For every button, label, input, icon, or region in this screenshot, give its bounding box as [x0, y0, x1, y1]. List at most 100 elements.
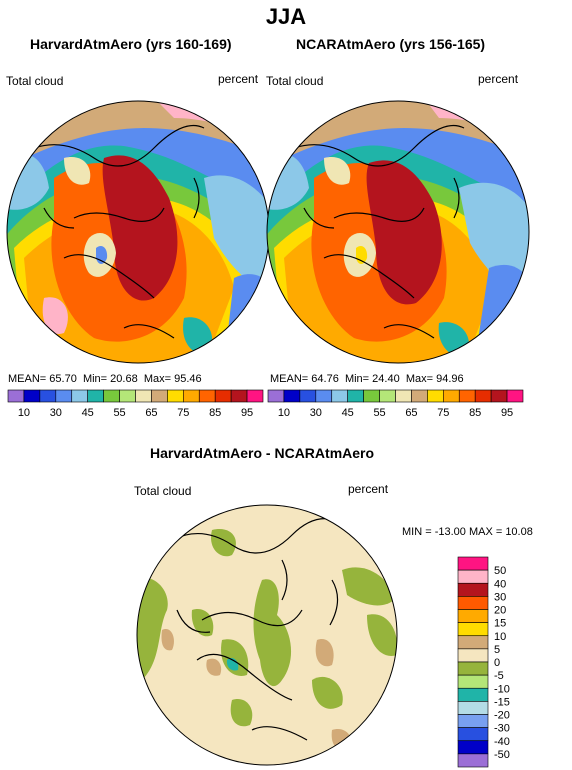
diff-colorbar-swatch: [457, 661, 489, 676]
panel-1-max-label: Max=: [143, 373, 172, 385]
panel-2-colorbar-swatch: [458, 389, 476, 403]
panel-2-mean-label: MEAN=: [270, 373, 309, 385]
panel-2-colorbar-swatch: [331, 389, 348, 403]
diff-map: [136, 504, 398, 766]
panel-1-colorbar-swatch: [71, 389, 88, 403]
panel-1-stats: MEAN= 65.70 Min= 20.68 Max= 95.46: [8, 373, 202, 385]
diff-variable-label: Total cloud: [134, 484, 192, 498]
diff-colorbar-swatch: [457, 753, 489, 768]
diff-colorbar-swatch: [457, 596, 489, 610]
panel-2-colorbar-label: 45: [342, 407, 354, 419]
panel-1-colorbar-swatch: [119, 389, 136, 403]
panel-1-variable-label: Total cloud: [6, 74, 64, 88]
diff-colorbar-label: 20: [494, 605, 506, 617]
panel-1-colorbar-label: 85: [209, 407, 221, 419]
diff-colorbar-label: 10: [494, 631, 506, 643]
panel-1-min-label: Min=: [82, 373, 108, 385]
panel-1-min-value: 20.68: [110, 373, 138, 385]
diff-colorbar-swatch: [457, 674, 489, 689]
diff-colorbar-label: -30: [494, 723, 510, 735]
panel-2-colorbar-swatch: [299, 389, 317, 403]
panel-2-colorbar-label: 85: [469, 407, 481, 419]
diff-colorbar-label: -40: [494, 736, 510, 748]
panel-1-colorbar-swatch: [198, 389, 216, 403]
panel-2-colorbar-label: 30: [310, 407, 322, 419]
panel-2-colorbar-swatch: [443, 389, 460, 403]
panel-2-max-label: Max=: [405, 373, 434, 385]
panel-1-colorbar-swatch: [39, 389, 57, 403]
panel-1-max-value: 95.46: [174, 373, 202, 385]
panel-2-min-label: Min=: [344, 373, 370, 385]
panel-2-colorbar-swatch: [411, 389, 428, 403]
panel-2-colorbar-label: 65: [405, 407, 417, 419]
diff-colorbar-swatch: [457, 635, 489, 650]
panel-1-colorbar-swatch: [103, 389, 120, 403]
panel-2-colorbar-swatch: [315, 389, 333, 403]
diff-min-max: MIN = -13.00 MAX = 10.08: [402, 526, 533, 538]
diff-title: HarvardAtmAero - NCARAtmAero: [150, 445, 375, 461]
panel-2-max-value: 94.96: [436, 373, 464, 385]
diff-colorbar-label: 50: [494, 565, 506, 577]
panel-2-colorbar-label: 95: [501, 407, 513, 419]
panel-1-units-label: percent: [218, 72, 259, 86]
panel-1-colorbar-swatch: [87, 389, 104, 403]
panel-1-colorbar-label: 65: [145, 407, 157, 419]
panel-1-mean-label: MEAN=: [8, 373, 47, 385]
panel-2-stats: MEAN= 64.76 Min= 24.40 Max= 94.96: [270, 373, 464, 385]
diff-colorbar-swatch: [457, 648, 489, 663]
diff-colorbar-swatch: [457, 687, 489, 702]
panel-2-colorbar-swatch: [347, 389, 364, 403]
diff-colorbar-swatch: [457, 701, 489, 715]
panel-2-colorbar-swatch: [474, 389, 492, 403]
panel-1-colorbar-label: 95: [241, 407, 253, 419]
panel-1-colorbar-swatch: [214, 389, 232, 403]
diff-colorbar-label: -20: [494, 710, 510, 722]
diff-colorbar-label: -15: [494, 696, 510, 708]
panel-2-colorbar-swatch: [395, 389, 412, 403]
panel-2-colorbar-swatch: [379, 389, 396, 403]
panel-2-colorbar-swatch: [283, 389, 301, 403]
diff-colorbar-swatch: [457, 714, 489, 728]
panel-1-colorbar-swatch: [7, 389, 25, 403]
diff-colorbar-label: -10: [494, 683, 510, 695]
panel-1-colorbar-label: 30: [50, 407, 62, 419]
panel-1-colorbar-swatch: [183, 389, 200, 403]
panel-1-colorbar-swatch: [151, 389, 168, 403]
panel-1-map: [6, 100, 270, 364]
panel-2-colorbar-swatch: [506, 389, 524, 403]
diff-colorbar-label: -5: [494, 670, 504, 682]
panel-2-colorbar-swatch: [267, 389, 285, 403]
diff-units-label: percent: [348, 482, 389, 496]
panel-2-min-value: 24.40: [372, 373, 400, 385]
diff-colorbar-swatch: [457, 622, 489, 637]
panel-2-units-label: percent: [478, 72, 519, 86]
diff-colorbar-label: 30: [494, 591, 506, 603]
panel-2-mean-value: 64.76: [311, 373, 339, 385]
diff-colorbar-swatch: [457, 727, 489, 742]
page-title: JJA: [265, 4, 307, 29]
panel-2-colorbar-label: 55: [373, 407, 385, 419]
panel-1-title: HarvardAtmAero (yrs 160-169): [30, 36, 232, 52]
panel-1-colorbar-label: 10: [18, 407, 30, 419]
diff-colorbar-label: -50: [494, 749, 510, 761]
panel-1-colorbar-label: 55: [113, 407, 125, 419]
panel-2-title: NCARAtmAero (yrs 156-165): [296, 36, 486, 52]
diff-colorbar-swatch: [457, 582, 489, 597]
panel-1-colorbar-label: 45: [82, 407, 94, 419]
panel-1-colorbar-label: 75: [177, 407, 189, 419]
diff-colorbar-label: 0: [494, 657, 500, 669]
diff-colorbar-swatch: [457, 740, 489, 755]
diff-colorbar-label: 15: [494, 618, 506, 630]
diff-colorbar-swatch: [457, 556, 489, 571]
panel-2-colorbar-swatch: [427, 389, 444, 403]
panel-2-variable-label: Total cloud: [266, 74, 324, 88]
panel-2-colorbar-swatch: [363, 389, 380, 403]
abs-colorbar: 10 30 45 55 65 75 85 95 10 30 45 55 65 75 85 95: [7, 389, 524, 419]
panel-2-map: [266, 100, 530, 364]
diff-colorbar-label: 40: [494, 578, 506, 590]
panel-1-colorbar-swatch: [135, 389, 152, 403]
panel-1-colorbar-swatch: [55, 389, 73, 403]
diff-colorbar-label: 5: [494, 644, 500, 656]
panel-1-colorbar-swatch: [167, 389, 184, 403]
